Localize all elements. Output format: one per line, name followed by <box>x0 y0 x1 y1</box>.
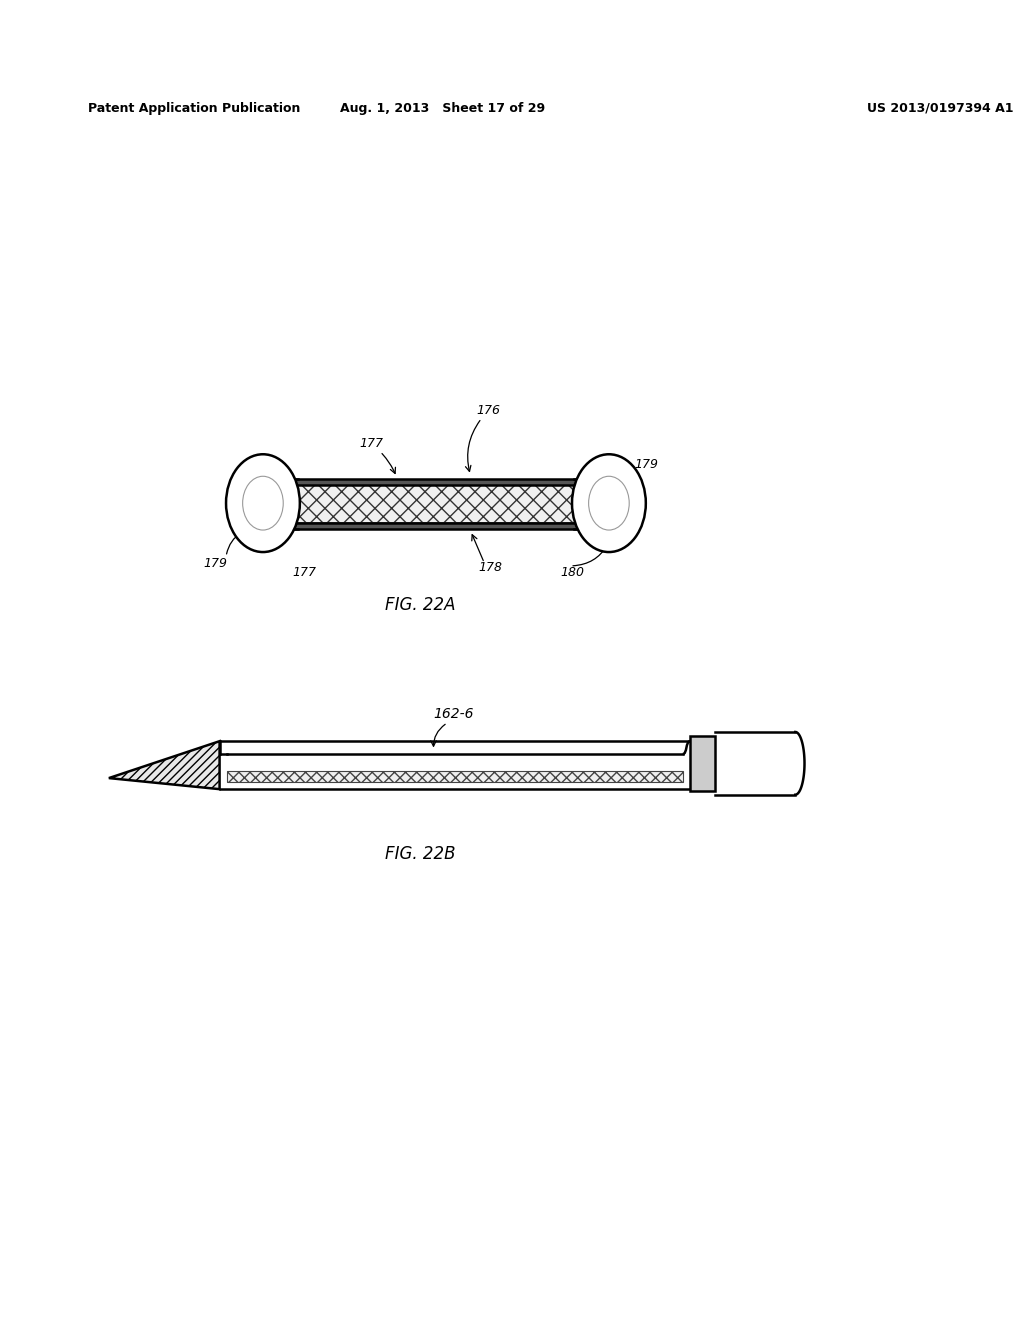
Bar <box>280 484 592 524</box>
Text: US 2013/0197394 A1: US 2013/0197394 A1 <box>867 102 1014 115</box>
Text: 180: 180 <box>560 566 584 579</box>
Text: 176: 176 <box>476 404 500 417</box>
Bar <box>280 524 592 529</box>
Text: 178: 178 <box>478 561 502 574</box>
Bar <box>690 735 715 791</box>
Text: Patent Application Publication: Patent Application Publication <box>88 102 300 115</box>
Bar <box>227 771 683 781</box>
Text: 177: 177 <box>293 566 316 579</box>
Text: FIG. 22A: FIG. 22A <box>385 595 455 614</box>
Bar <box>227 771 683 781</box>
Bar <box>280 484 592 524</box>
Text: Aug. 1, 2013   Sheet 17 of 29: Aug. 1, 2013 Sheet 17 of 29 <box>340 102 546 115</box>
Text: 179: 179 <box>203 557 227 570</box>
Ellipse shape <box>572 454 646 552</box>
Text: 177: 177 <box>359 437 384 450</box>
Text: 179: 179 <box>635 458 658 471</box>
Bar <box>280 479 592 484</box>
Text: 162-6: 162-6 <box>434 706 474 721</box>
Polygon shape <box>109 742 219 789</box>
Ellipse shape <box>226 454 300 552</box>
Text: FIG. 22B: FIG. 22B <box>385 845 455 863</box>
